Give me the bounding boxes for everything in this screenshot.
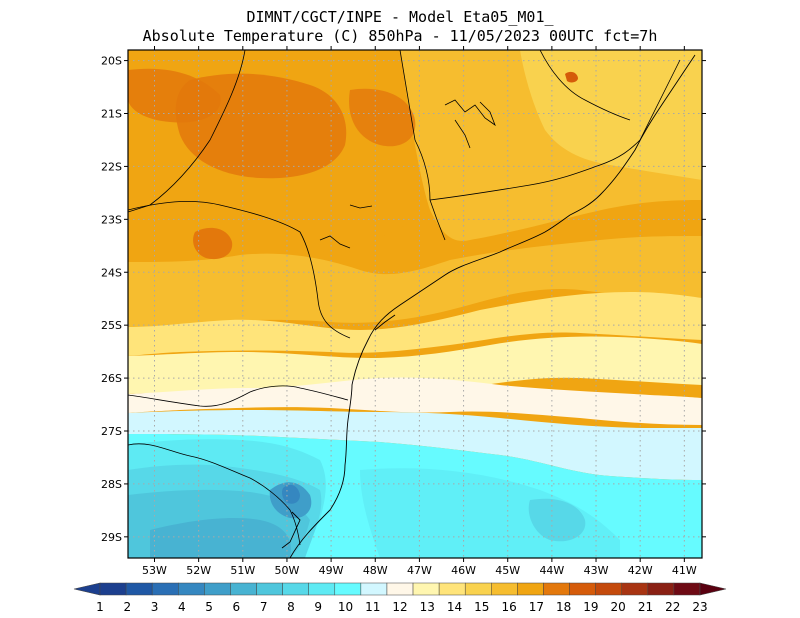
latitude-labels: 20S 21S 22S 23S 24S 25S 26S 27S 28S 29S bbox=[101, 55, 122, 544]
lon-label: 41W bbox=[672, 564, 697, 577]
lat-label: 27S bbox=[101, 425, 122, 438]
lon-label: 47W bbox=[407, 564, 432, 577]
lat-label: 29S bbox=[101, 531, 122, 544]
colorbar-swatch bbox=[125, 582, 153, 596]
colorbar-label: 21 bbox=[638, 600, 653, 614]
grid bbox=[128, 50, 702, 558]
colorbar-swatch bbox=[438, 582, 466, 596]
map-title-line2: Absolute Temperature (C) 850hPa - 11/05/… bbox=[142, 27, 658, 45]
colorbar-label: 12 bbox=[392, 600, 407, 614]
colorbar-swatch bbox=[464, 582, 492, 596]
colorbar-label: 3 bbox=[151, 600, 159, 614]
map-title-line1: DIMNT/CGCT/INPE - Model Eta05_M01_ bbox=[246, 8, 554, 26]
state-borders bbox=[128, 50, 681, 546]
colorbar-label: 9 bbox=[314, 600, 322, 614]
lon-label: 43W bbox=[584, 564, 609, 577]
lat-label: 24S bbox=[101, 266, 122, 279]
colorbar-label: 20 bbox=[611, 600, 626, 614]
temperature-field bbox=[128, 50, 702, 558]
colorbar-swatch bbox=[256, 582, 283, 596]
colorbar-swatch bbox=[491, 582, 518, 596]
lat-label: 21S bbox=[101, 108, 122, 121]
axis-ticks bbox=[124, 46, 706, 562]
lat-label: 20S bbox=[101, 55, 122, 68]
colorbar-label: 5 bbox=[205, 600, 213, 614]
lon-label: 46W bbox=[451, 564, 476, 577]
lat-label: 22S bbox=[101, 160, 122, 173]
colorbar-swatch bbox=[673, 582, 701, 596]
colorbar-label: 11 bbox=[365, 600, 380, 614]
colorbar-label: 14 bbox=[447, 600, 462, 614]
colorbar-swatch bbox=[412, 582, 440, 596]
colorbar-label: 13 bbox=[420, 600, 435, 614]
lon-label: 48W bbox=[363, 564, 388, 577]
colorbar-label: 8 bbox=[287, 600, 295, 614]
colorbar-swatch bbox=[543, 582, 570, 596]
lat-label: 23S bbox=[101, 213, 122, 226]
colorbar-label: 15 bbox=[474, 600, 489, 614]
colorbar-swatch bbox=[360, 582, 388, 596]
colorbar-swatch bbox=[178, 582, 205, 596]
colorbar-label: 18 bbox=[556, 600, 571, 614]
colorbar-swatch bbox=[204, 582, 231, 596]
map-frame bbox=[127, 49, 703, 559]
lat-label: 26S bbox=[101, 372, 122, 385]
lon-label: 45W bbox=[495, 564, 520, 577]
colorbar-label: 2 bbox=[123, 600, 131, 614]
colorbar-label: 23 bbox=[692, 600, 707, 614]
coastline bbox=[281, 54, 696, 558]
colorbar-label: 16 bbox=[501, 600, 516, 614]
colorbar-label: 10 bbox=[338, 600, 353, 614]
lon-label: 42W bbox=[628, 564, 653, 577]
colorbar-swatch bbox=[282, 582, 309, 596]
colorbar-swatch bbox=[569, 582, 596, 596]
colorbar-swatch bbox=[621, 582, 649, 596]
colorbar-label: 17 bbox=[529, 600, 544, 614]
colorbar: 1 2 3 4 5 6 7 8 9 10 11 12 13 14 15 16 17 18 19 20 21 22 23 bbox=[73, 582, 727, 614]
colorbar-label: 6 bbox=[233, 600, 241, 614]
colorbar-label: 19 bbox=[583, 600, 598, 614]
colorbar-label: 22 bbox=[665, 600, 680, 614]
lon-label: 52W bbox=[186, 564, 211, 577]
colorbar-arrow-left bbox=[73, 582, 101, 596]
lon-label: 49W bbox=[319, 564, 344, 577]
lon-label: 53W bbox=[142, 564, 167, 577]
lat-label: 25S bbox=[101, 319, 122, 332]
longitude-labels: 53W 52W 51W 50W 49W 48W 47W 46W 45W 44W 43W 42W 41W bbox=[142, 564, 697, 577]
colorbar-swatch bbox=[151, 582, 179, 596]
lakes bbox=[319, 99, 496, 249]
colorbar-swatch bbox=[517, 582, 544, 596]
lon-label: 44W bbox=[539, 564, 564, 577]
colorbar-label: 4 bbox=[178, 600, 186, 614]
colorbar-label: 7 bbox=[260, 600, 268, 614]
colorbar-swatch bbox=[99, 582, 127, 596]
colorbar-swatch bbox=[308, 582, 336, 596]
lon-label: 50W bbox=[275, 564, 300, 577]
colorbar-swatch bbox=[647, 582, 675, 596]
colorbar-label: 1 bbox=[96, 600, 104, 614]
lat-label: 28S bbox=[101, 478, 122, 491]
colorbar-swatch bbox=[334, 582, 362, 596]
lon-label: 51W bbox=[230, 564, 255, 577]
colorbar-swatch bbox=[595, 582, 622, 596]
colorbar-arrow-right bbox=[699, 582, 727, 596]
colorbar-swatch bbox=[386, 582, 414, 596]
colorbar-swatch bbox=[230, 582, 257, 596]
